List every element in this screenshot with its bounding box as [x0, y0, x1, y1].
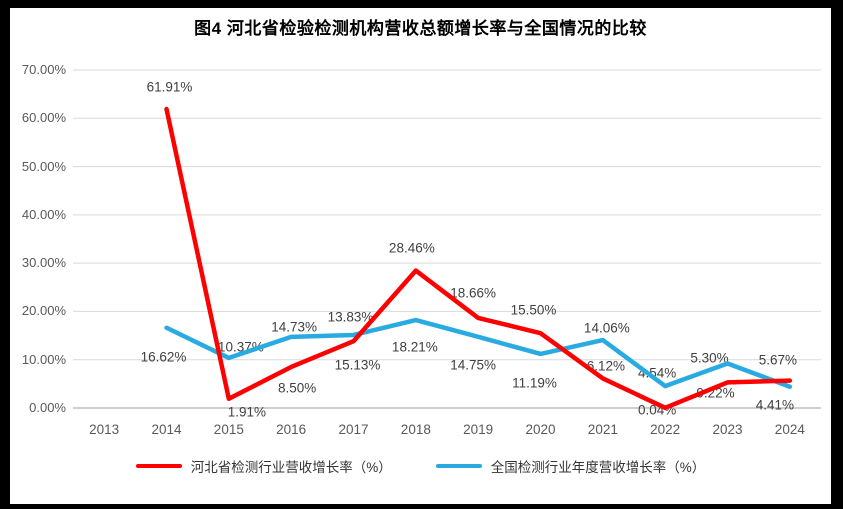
gridlines-layer — [73, 69, 821, 409]
x-tick-label: 2013 — [89, 422, 120, 437]
data-label: 13.83% — [327, 309, 374, 325]
y-tick-label: 30.00% — [21, 255, 66, 271]
line-series-layer — [164, 106, 793, 411]
data-label: 14.06% — [583, 320, 630, 336]
data-label: 16.62% — [140, 349, 187, 365]
data-labels-layer: 61.91% 1.91% 8.50% 13.83% 28.46% 18.66% 15.50%… — [10, 8, 831, 504]
data-label: 5.67% — [758, 352, 797, 368]
x-tick-label: 2020 — [525, 422, 556, 437]
national-series-line-swatch — [435, 463, 482, 469]
data-label: 14.73% — [271, 319, 318, 335]
x-axis-labels: 2013 2014 2015 2016 2017 2018 2019 2020 2021 2022… — [10, 8, 831, 504]
x-tick-label: 2023 — [712, 422, 743, 437]
x-tick-label: 2017 — [338, 422, 369, 437]
data-label: 18.21% — [391, 339, 438, 355]
y-tick-label: 0.00% — [29, 400, 66, 415]
legend-item-national: 全国检测行业年度营收增长率（%） — [435, 456, 706, 476]
series-line-hebei — [164, 106, 793, 411]
x-tick-label: 2015 — [213, 422, 244, 437]
y-tick-label: 70.00% — [21, 62, 66, 77]
y-tick-label: 50.00% — [21, 158, 66, 174]
data-label: 4.54% — [638, 365, 677, 381]
data-label: 0.04% — [638, 402, 677, 418]
series-line-national — [164, 317, 793, 389]
data-label: 1.91% — [227, 404, 266, 420]
y-tick-label: 10.00% — [21, 351, 66, 367]
data-label: 15.13% — [334, 357, 381, 373]
x-tick-label: 2019 — [463, 422, 494, 437]
data-label: 5.30% — [690, 350, 729, 366]
data-label: 15.50% — [510, 302, 557, 318]
data-label: 61.91% — [146, 79, 193, 95]
x-tick-label: 2016 — [276, 422, 307, 437]
y-tick-label: 40.00% — [21, 206, 66, 222]
x-tick-label: 2022 — [650, 422, 681, 437]
data-label: 4.41% — [755, 397, 794, 413]
data-label: 6.12% — [586, 358, 625, 374]
data-label: 11.19% — [512, 375, 557, 391]
legend-label-hebei: 河北省检测行业营收增长率（%） — [190, 460, 392, 475]
data-label: 28.46% — [388, 240, 435, 256]
y-axis-labels: 0.00% 10.00% 20.00% 30.00% 40.00% 50.00% 60.00… — [10, 8, 831, 504]
chart-canvas: 图4 河北省检验检测机构营收总额增长率与全国情况的比较 0.00% 10.00% 2… — [10, 8, 831, 504]
data-label: 9.22% — [696, 385, 735, 401]
data-label: 8.50% — [278, 380, 317, 396]
x-tick-label: 2014 — [151, 422, 182, 437]
data-label: 14.75% — [450, 357, 497, 373]
data-label: 10.37% — [217, 339, 264, 355]
x-tick-label: 2021 — [587, 422, 618, 437]
hebei-series-line-swatch — [135, 463, 182, 469]
legend-label-national: 全国检测行业年度营收增长率（%） — [490, 460, 706, 475]
legend: 河北省检测行业营收增长率（%） 全国检测行业年度营收增长率（%） — [10, 456, 831, 476]
x-tick-label: 2024 — [774, 422, 805, 437]
chart-title: 图4 河北省检验检测机构营收总额增长率与全国情况的比较 — [194, 19, 647, 38]
data-label: 18.66% — [450, 285, 497, 301]
x-tick-label: 2018 — [400, 422, 431, 437]
legend-item-hebei: 河北省检测行业营收增长率（%） — [135, 456, 392, 476]
y-tick-label: 20.00% — [21, 303, 66, 319]
y-tick-label: 60.00% — [21, 110, 66, 126]
